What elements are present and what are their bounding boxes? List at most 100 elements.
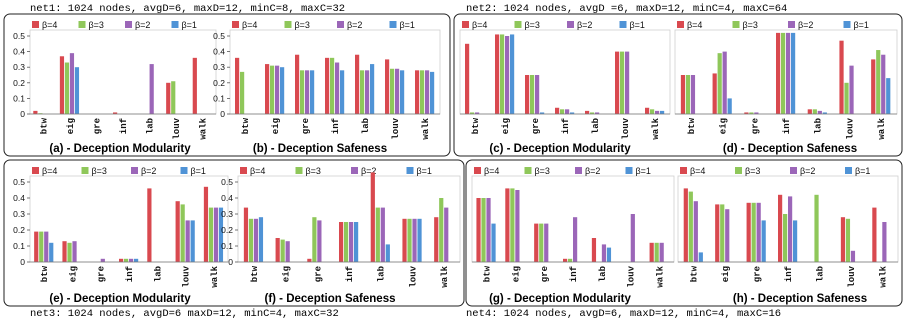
bar [649,242,654,262]
legend-swatch [232,21,239,28]
bar [573,217,578,262]
bar [791,32,796,114]
bar [385,244,390,262]
legend-swatch [131,167,138,174]
bar [568,258,573,262]
bar [570,112,575,114]
category-label: inf [782,118,792,134]
category-label: btw [687,117,697,134]
bar [360,70,365,114]
y-tick-label: 0.1 [221,241,233,251]
bar [395,68,400,114]
legend-swatch [474,167,481,174]
bar [39,231,44,262]
bar [625,51,630,114]
bar [344,222,349,262]
bar [149,64,154,114]
bar [886,78,891,114]
bar [693,201,698,262]
bar [544,223,549,262]
bar [134,258,139,262]
bar [365,70,370,114]
y-tick-label: 0.4 [13,47,25,57]
bar [850,250,856,262]
bar [510,34,515,114]
category-label: inf [331,118,341,134]
legend-label: β=2 [361,166,376,176]
legend-label: β=4 [242,20,257,30]
legend-label: β=2 [141,166,156,176]
bar [72,241,77,262]
bar [683,188,688,262]
bar [312,217,317,262]
legend-label: β=1 [400,20,415,30]
bar [280,239,285,262]
net4-header: net4: 1024 nodes, avgD=6, maxD=12, minC=… [466,308,781,320]
bar [465,43,470,114]
bar [698,252,703,262]
legend-swatch [625,167,633,174]
bar [539,223,544,262]
category-label: eig [271,118,281,134]
legend-label: β=2 [800,166,815,176]
legend-label: β=3 [89,20,104,30]
legend-swatch [619,21,627,28]
bar [590,112,595,114]
category-label: eig [721,266,731,282]
bar [510,188,515,262]
category-label: gre [97,266,107,282]
panel-caption: (b) - Deception Safeness [253,143,387,155]
bar [439,198,444,262]
bar [486,198,491,262]
category-label: walk [877,117,887,139]
bar [659,242,664,262]
legend-label: β=3 [92,166,107,176]
bar [505,188,510,262]
bar [434,217,439,262]
legend-swatch [735,167,742,174]
bar [235,57,240,114]
legend-swatch [284,21,292,28]
panel-caption: (f) - Deception Safeness [265,293,396,305]
bar [295,54,300,114]
bar [776,32,781,114]
bar [601,244,607,262]
legend-swatch [406,167,414,174]
legend-swatch [337,21,344,28]
bar [690,75,696,114]
bar [881,54,886,114]
bar [778,194,783,262]
category-label: lab [377,266,387,282]
legend-swatch [845,167,852,174]
bar [849,65,854,114]
bar [218,207,224,262]
bar [725,209,730,262]
legend-label: β=4 [472,20,487,30]
bar [180,204,185,262]
category-label: eig [719,118,729,134]
category-label: louv [845,117,855,139]
category-label: gre [753,266,763,282]
category-label: gre [540,266,550,282]
bar [630,214,635,262]
bar [62,241,67,262]
bar [425,70,430,114]
category-label: btw [690,265,700,282]
bar [620,51,625,114]
category-label: gre [313,266,323,282]
plot-area [29,175,229,263]
legend-label: β=4 [42,166,57,176]
bar [64,62,70,114]
y-tick-label: 0.3 [213,62,225,72]
y-tick-label: 0.2 [13,78,25,88]
legend-swatch [567,21,574,28]
bar [615,51,620,114]
legend-label: β=1 [191,166,206,176]
category-label: lab [815,266,825,282]
bar [754,112,759,114]
category-label: lab [361,118,371,134]
chart-panel-f: 0 0.1 0.2 0.3 0.4 0.5 β=4 β=3 β=2 β=1 btw eig gre inf… [221,166,461,305]
bar [655,110,660,114]
category-label: inf [569,266,579,282]
category-label: louv [391,117,401,139]
